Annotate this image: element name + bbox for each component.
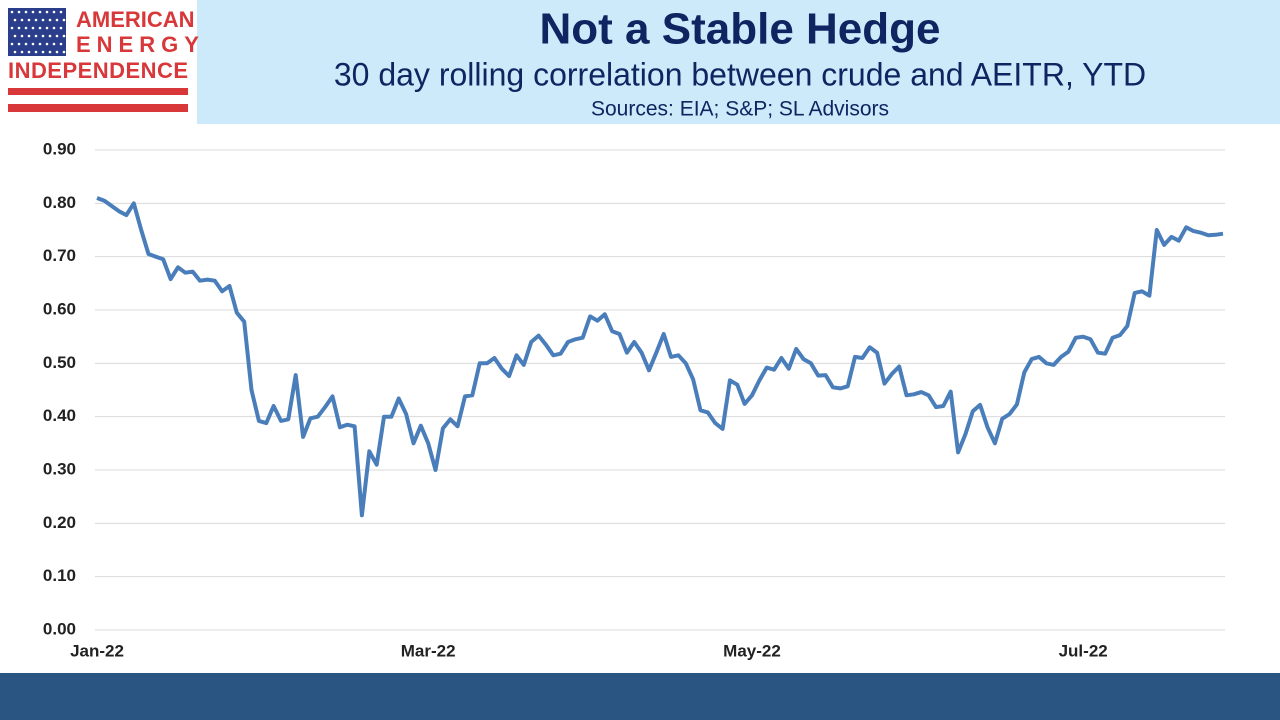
data-line bbox=[96, 196, 1224, 518]
star bbox=[27, 18, 31, 22]
x-tick-label: Jan-22 bbox=[70, 641, 124, 660]
star bbox=[27, 34, 31, 38]
star bbox=[17, 26, 21, 30]
x-tick-label: Mar-22 bbox=[401, 641, 456, 660]
star bbox=[13, 34, 17, 38]
y-tick-label: 0.40 bbox=[43, 406, 76, 425]
star bbox=[34, 34, 38, 38]
y-tick-label: 0.00 bbox=[43, 619, 76, 638]
star bbox=[59, 10, 63, 14]
star bbox=[62, 50, 66, 54]
y-tick-label: 0.30 bbox=[43, 459, 76, 478]
star bbox=[13, 50, 17, 54]
star bbox=[38, 42, 42, 46]
y-tick-label: 0.20 bbox=[43, 513, 76, 532]
star bbox=[59, 26, 63, 30]
star bbox=[31, 42, 35, 46]
footer-bar bbox=[0, 673, 1280, 720]
flag-stars bbox=[10, 10, 66, 54]
star bbox=[27, 50, 31, 54]
star bbox=[34, 50, 38, 54]
star bbox=[10, 10, 14, 14]
star bbox=[55, 18, 59, 22]
star bbox=[38, 26, 42, 30]
stripe bbox=[8, 88, 188, 95]
header-band bbox=[197, 0, 1280, 124]
y-tick-label: 0.70 bbox=[43, 246, 76, 265]
star bbox=[13, 18, 17, 22]
star bbox=[52, 10, 56, 14]
y-tick-label: 0.80 bbox=[43, 193, 76, 212]
logo-text: AMERICAN bbox=[76, 7, 195, 32]
star bbox=[10, 42, 14, 46]
y-tick-label: 0.90 bbox=[43, 139, 76, 158]
star bbox=[20, 34, 24, 38]
star bbox=[59, 42, 63, 46]
y-tick-label: 0.60 bbox=[43, 299, 76, 318]
star bbox=[10, 26, 14, 30]
star bbox=[24, 26, 28, 30]
star bbox=[45, 42, 49, 46]
star bbox=[24, 10, 28, 14]
y-tick-label: 0.50 bbox=[43, 353, 76, 372]
logo-text: ENERGY bbox=[76, 32, 205, 57]
star bbox=[45, 10, 49, 14]
star bbox=[41, 34, 45, 38]
y-tick-label: 0.10 bbox=[43, 566, 76, 585]
star bbox=[41, 18, 45, 22]
chart-subtitle: 30 day rolling correlation between crude… bbox=[334, 56, 1146, 92]
star bbox=[38, 10, 42, 14]
star bbox=[55, 50, 59, 54]
chart-title: Not a Stable Hedge bbox=[540, 5, 941, 54]
stripe bbox=[8, 104, 188, 112]
star bbox=[17, 42, 21, 46]
star bbox=[55, 34, 59, 38]
star bbox=[45, 26, 49, 30]
star bbox=[52, 42, 56, 46]
star bbox=[31, 26, 35, 30]
plot: 0.00 0.10 0.20 0.30 0.40 0.50 0.60 0.70 0.80 0.90… bbox=[43, 139, 1225, 660]
star bbox=[34, 18, 38, 22]
source: Sources: EIA; S&P; SL Advisors bbox=[591, 98, 889, 121]
star bbox=[62, 34, 66, 38]
star bbox=[52, 26, 56, 30]
logo: AMERICAN ENERGY INDEPENDENCE bbox=[8, 7, 205, 112]
logo-text: INDEPENDENCE bbox=[8, 58, 188, 83]
star bbox=[20, 18, 24, 22]
star bbox=[17, 10, 21, 14]
star bbox=[41, 50, 45, 54]
star bbox=[48, 34, 52, 38]
x-tick-label: Jul-22 bbox=[1059, 641, 1108, 660]
star bbox=[20, 50, 24, 54]
star bbox=[48, 18, 52, 22]
star bbox=[24, 42, 28, 46]
star bbox=[48, 50, 52, 54]
flag-canton bbox=[8, 8, 66, 56]
star bbox=[62, 18, 66, 22]
star bbox=[31, 10, 35, 14]
x-tick-label: May-22 bbox=[723, 641, 781, 660]
